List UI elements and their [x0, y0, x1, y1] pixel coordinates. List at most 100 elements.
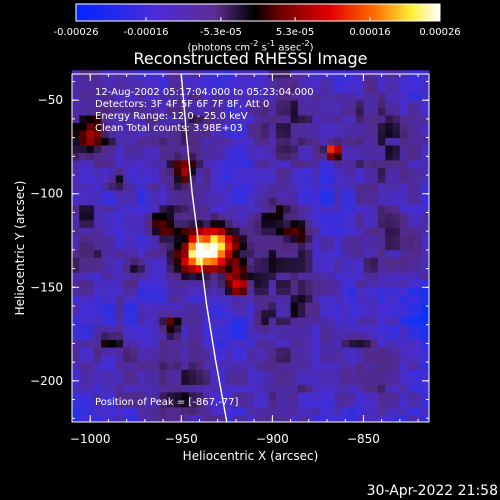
heatmap-cell: [327, 204, 335, 213]
heatmap-cell: [261, 167, 270, 176]
heatmap-cell: [225, 392, 233, 400]
heatmap-cell: [239, 137, 248, 146]
heatmap-cell: [225, 354, 233, 363]
heatmap-cell: [130, 324, 138, 333]
heatmap-cell: [341, 384, 350, 393]
heatmap-cell: [348, 167, 357, 176]
heatmap-cell: [414, 354, 423, 363]
colorbar-tick-label: -5.3e-05: [200, 27, 242, 38]
heatmap-cell: [123, 354, 131, 363]
heatmap-cell: [290, 407, 299, 415]
heatmap-cell: [283, 182, 291, 191]
heatmap-cell: [239, 197, 248, 206]
heatmap-cell: [312, 302, 321, 311]
heatmap-cell: [254, 287, 262, 296]
heatmap-cell: [341, 197, 350, 206]
heatmap-cell: [188, 92, 197, 101]
heatmap-cell: [72, 242, 80, 251]
heatmap-cell: [356, 204, 364, 213]
heatmap-cell: [232, 212, 240, 221]
heatmap-cell: [334, 122, 342, 131]
heatmap-cell: [319, 204, 328, 213]
heatmap-cell: [327, 92, 335, 101]
heatmap-cell: [327, 122, 335, 131]
heatmap-cell: [108, 197, 117, 206]
heatmap-cell: [115, 264, 124, 273]
heatmap-cell: [348, 122, 357, 131]
heatmap-cell: [188, 264, 197, 273]
heatmap-cell: [348, 362, 357, 370]
heatmap-cell: [312, 249, 321, 258]
heatmap-cell: [407, 272, 415, 281]
heatmap-cell: [254, 339, 262, 348]
heatmap-cell: [268, 197, 277, 206]
heatmap-cell: [276, 197, 284, 206]
heatmap-cell: [327, 369, 335, 378]
heatmap-cell: [261, 294, 270, 303]
heatmap-cell: [363, 249, 372, 258]
heatmap-cell: [421, 227, 430, 236]
heatmap-cell: [268, 175, 277, 183]
heatmap-cell: [407, 362, 415, 370]
heatmap-cell: [305, 197, 313, 206]
heatmap-cell: [254, 160, 262, 168]
heatmap-cell: [290, 122, 299, 131]
heatmap-cell: [348, 152, 357, 161]
heatmap-cell: [152, 392, 160, 400]
heatmap-cell: [334, 279, 342, 288]
heatmap-cell: [327, 332, 335, 341]
heatmap-cell: [378, 272, 386, 281]
heatmap-cell: [312, 309, 321, 318]
heatmap-cell: [232, 130, 240, 138]
heatmap-cell: [327, 324, 335, 333]
heatmap-cell: [137, 122, 146, 131]
heatmap-cell: [225, 264, 233, 273]
heatmap-cell: [101, 384, 109, 393]
heatmap-cell: [123, 219, 131, 228]
heatmap-cell: [319, 234, 328, 243]
heatmap-cell: [327, 392, 335, 400]
heatmap-cell: [195, 85, 204, 94]
heatmap-cell: [181, 77, 189, 86]
heatmap-cell: [297, 92, 306, 101]
heatmap-cell: [246, 182, 255, 191]
heatmap-cell: [210, 362, 219, 370]
heatmap-cell: [370, 279, 379, 288]
heatmap-cell: [246, 317, 255, 326]
heatmap-cell: [414, 137, 423, 146]
heatmap-cell: [290, 264, 299, 273]
heatmap-cell: [130, 182, 138, 191]
heatmap-cell: [363, 92, 372, 101]
heatmap-cell: [414, 197, 423, 206]
heatmap-cell: [217, 204, 226, 213]
heatmap-cell: [305, 362, 313, 370]
heatmap-cell: [232, 85, 240, 94]
heatmap-cell: [166, 85, 175, 94]
heatmap-cell: [72, 212, 80, 221]
peak-position-annotation: Position of Peak = [-867,-77]: [95, 397, 239, 408]
heatmap-cell: [297, 347, 306, 355]
heatmap-cell: [144, 332, 153, 341]
heatmap-cell: [210, 107, 219, 116]
heatmap-cell: [86, 137, 95, 146]
heatmap-cell: [407, 212, 415, 221]
heatmap-cell: [363, 414, 372, 423]
heatmap-cell: [283, 257, 291, 266]
heatmap-cell: [137, 384, 146, 393]
heatmap-cell: [421, 354, 430, 363]
heatmap-cell: [232, 219, 240, 228]
heatmap-cell: [181, 227, 189, 236]
heatmap-cell: [414, 294, 423, 303]
heatmap-cell: [72, 324, 80, 333]
heatmap-cell: [421, 249, 430, 258]
heatmap-cell: [181, 167, 189, 176]
heatmap-cell: [378, 257, 386, 266]
heatmap-cell: [290, 287, 299, 296]
heatmap-cell: [276, 77, 284, 86]
heatmap-cell: [79, 145, 87, 153]
heatmap-cell: [174, 309, 182, 318]
heatmap-cell: [246, 152, 255, 161]
heatmap-cell: [414, 324, 423, 333]
heatmap-cell: [276, 332, 284, 341]
heatmap-cell: [254, 175, 262, 183]
